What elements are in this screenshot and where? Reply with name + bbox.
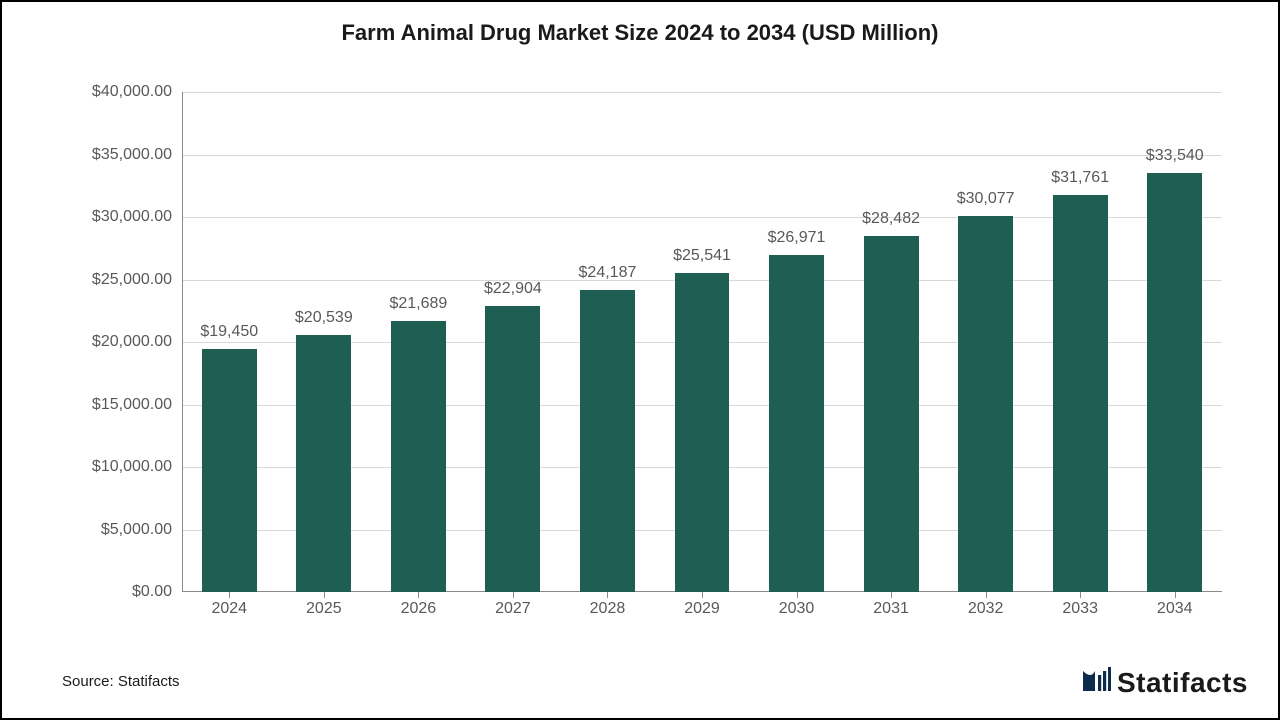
bar xyxy=(769,255,824,592)
bar xyxy=(296,335,351,592)
x-tick-mark xyxy=(1175,592,1176,598)
bar xyxy=(1147,173,1202,592)
y-tick-label: $40,000.00 xyxy=(92,83,182,101)
bar-value-label: $31,761 xyxy=(1051,169,1109,191)
brand-icon xyxy=(1081,665,1111,700)
bar xyxy=(485,306,540,592)
x-tick-mark xyxy=(324,592,325,598)
bar-value-label: $26,971 xyxy=(768,229,826,251)
bar xyxy=(391,321,446,592)
y-tick-label: $15,000.00 xyxy=(92,396,182,414)
y-tick-label: $20,000.00 xyxy=(92,333,182,351)
chart-frame: Farm Animal Drug Market Size 2024 to 203… xyxy=(0,0,1280,720)
plot-area: $0.00$5,000.00$10,000.00$15,000.00$20,00… xyxy=(182,92,1222,592)
bar xyxy=(864,236,919,592)
x-tick-mark xyxy=(418,592,419,598)
bar xyxy=(580,290,635,592)
bar-value-label: $20,539 xyxy=(295,309,353,331)
y-tick-label: $30,000.00 xyxy=(92,208,182,226)
bar-value-label: $22,904 xyxy=(484,280,542,302)
x-tick-mark xyxy=(229,592,230,598)
bar xyxy=(1053,195,1108,592)
bar-value-label: $24,187 xyxy=(579,264,637,286)
grid-line xyxy=(182,92,1222,93)
y-tick-label: $5,000.00 xyxy=(101,521,182,539)
bar xyxy=(202,349,257,592)
bar-value-label: $21,689 xyxy=(389,295,447,317)
bar-value-label: $28,482 xyxy=(862,210,920,232)
y-tick-label: $0.00 xyxy=(132,583,182,601)
x-tick-mark xyxy=(1080,592,1081,598)
bar xyxy=(958,216,1013,592)
x-tick-mark xyxy=(702,592,703,598)
x-tick-mark xyxy=(513,592,514,598)
y-tick-label: $10,000.00 xyxy=(92,458,182,476)
y-tick-label: $25,000.00 xyxy=(92,271,182,289)
brand-text: Statifacts xyxy=(1117,667,1248,699)
grid-line xyxy=(182,155,1222,156)
bar-value-label: $19,450 xyxy=(200,323,258,345)
chart-title: Farm Animal Drug Market Size 2024 to 203… xyxy=(2,20,1278,46)
bar-value-label: $33,540 xyxy=(1146,147,1204,169)
y-tick-label: $35,000.00 xyxy=(92,146,182,164)
x-tick-mark xyxy=(607,592,608,598)
bar xyxy=(675,273,730,592)
x-tick-mark xyxy=(891,592,892,598)
x-tick-mark xyxy=(797,592,798,598)
brand: Statifacts xyxy=(1081,665,1248,700)
source-text: Source: Statifacts xyxy=(62,673,180,690)
bar-value-label: $25,541 xyxy=(673,247,731,269)
bar-value-label: $30,077 xyxy=(957,190,1015,212)
y-axis-line xyxy=(182,92,183,592)
x-tick-mark xyxy=(986,592,987,598)
